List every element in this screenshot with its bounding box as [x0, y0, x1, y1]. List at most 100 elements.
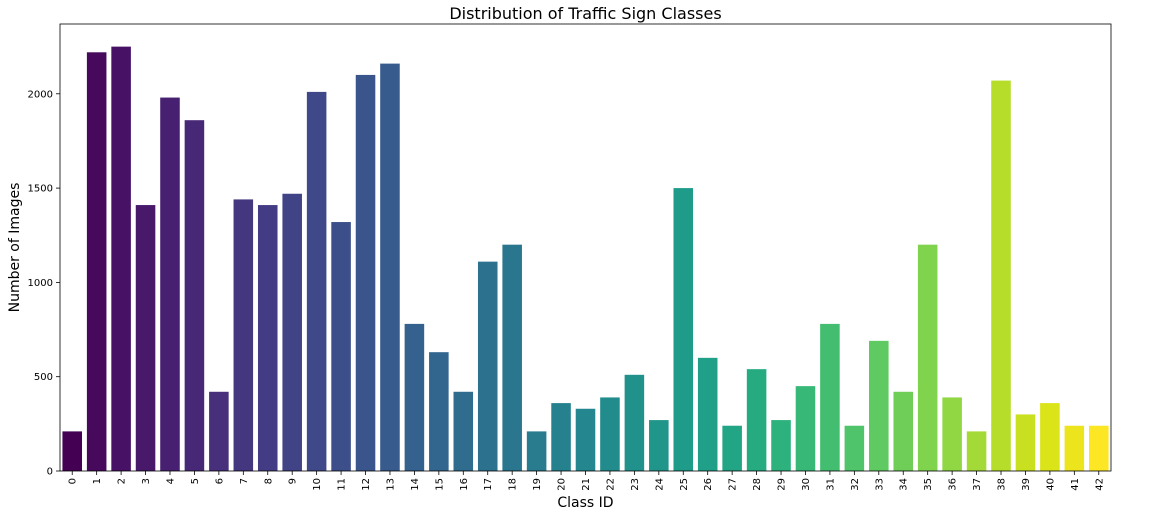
- x-tick-label-5: 5: [190, 478, 201, 484]
- x-tick-label-21: 21: [581, 478, 592, 491]
- bar-class-36: [942, 397, 962, 471]
- x-tick-label-29: 29: [777, 478, 788, 491]
- x-tick-label-10: 10: [312, 478, 323, 491]
- bar-class-8: [257, 205, 278, 471]
- x-tick-label-20: 20: [557, 478, 568, 491]
- x-tick-label-12: 12: [361, 478, 372, 491]
- bar-class-37: [966, 431, 987, 471]
- x-axis-ticks: 0 1 2 3 4 5 6 7 8 9 10 11 12 13 14 15 16 17 18 19 20 21 22 23 24…: [68, 471, 1105, 491]
- bar-class-9: [282, 193, 302, 471]
- x-tick-label-35: 35: [923, 478, 934, 491]
- bar-class-39: [1015, 414, 1036, 471]
- x-tick-label-24: 24: [654, 478, 665, 491]
- x-tick-label-16: 16: [459, 478, 470, 491]
- y-tick-label: 1500: [28, 184, 53, 195]
- x-tick-label-38: 38: [997, 478, 1008, 491]
- bar-class-11: [331, 222, 351, 471]
- bar-class-24: [649, 420, 669, 471]
- plot-area-frame: [59, 23, 1112, 472]
- bar-class-35: [917, 244, 938, 471]
- x-tick-label-34: 34: [899, 478, 910, 491]
- x-tick-label-25: 25: [679, 478, 690, 491]
- x-tick-label-15: 15: [434, 478, 445, 491]
- x-tick-label-36: 36: [948, 478, 959, 491]
- x-tick-label-30: 30: [801, 478, 812, 491]
- bar-class-42: [1089, 425, 1109, 471]
- x-tick-label-4: 4: [165, 478, 176, 484]
- bar-class-20: [551, 403, 571, 471]
- bar-class-30: [795, 386, 816, 471]
- x-tick-label-18: 18: [508, 478, 519, 491]
- y-tick-label: 1000: [28, 278, 53, 289]
- x-tick-label-39: 39: [1021, 478, 1032, 491]
- bar-class-21: [575, 408, 596, 471]
- bar-class-10: [306, 91, 327, 472]
- bar-class-18: [502, 244, 522, 471]
- bar-class-13: [380, 63, 400, 472]
- bar-class-34: [893, 391, 914, 471]
- x-tick-label-23: 23: [630, 478, 641, 491]
- bar-class-17: [477, 261, 498, 471]
- bar-class-41: [1064, 425, 1085, 471]
- bar-class-3: [135, 205, 156, 471]
- bar-class-16: [453, 391, 474, 471]
- x-tick-label-19: 19: [532, 478, 543, 491]
- x-tick-label-7: 7: [239, 478, 250, 484]
- x-tick-label-28: 28: [752, 478, 763, 491]
- x-tick-label-22: 22: [605, 478, 616, 491]
- bar-class-1: [86, 52, 107, 471]
- bar-class-19: [526, 431, 547, 471]
- bar-class-6: [209, 391, 229, 471]
- bar-class-15: [429, 352, 449, 471]
- bar-class-4: [160, 97, 180, 471]
- x-tick-label-6: 6: [214, 478, 225, 484]
- bar-class-31: [820, 323, 840, 471]
- bar-class-12: [355, 74, 376, 472]
- y-tick-label: 500: [34, 372, 53, 383]
- x-tick-label-37: 37: [972, 478, 983, 491]
- x-tick-label-2: 2: [117, 478, 128, 484]
- bars-group: [62, 46, 1109, 472]
- y-tick-label: 2000: [28, 89, 53, 100]
- x-tick-label-11: 11: [337, 478, 348, 491]
- x-tick-label-9: 9: [288, 478, 299, 484]
- bar-class-7: [233, 199, 254, 471]
- x-tick-label-31: 31: [825, 478, 836, 491]
- bar-class-22: [600, 397, 620, 471]
- x-tick-label-27: 27: [728, 478, 739, 491]
- chart-title: Distribution of Traffic Sign Classes: [449, 4, 721, 23]
- bar-class-32: [844, 425, 865, 471]
- x-tick-label-17: 17: [483, 478, 494, 491]
- bar-class-14: [404, 323, 425, 471]
- bar-class-38: [991, 80, 1011, 471]
- bar-class-40: [1040, 403, 1060, 471]
- bar-class-29: [771, 420, 791, 471]
- x-tick-label-0: 0: [68, 478, 79, 484]
- x-tick-label-40: 40: [1045, 478, 1056, 491]
- bar-class-5: [184, 120, 205, 471]
- bar-class-26: [697, 357, 718, 471]
- x-tick-label-14: 14: [410, 478, 421, 491]
- x-axis-label: Class ID: [557, 495, 613, 511]
- bar-class-25: [673, 188, 694, 471]
- x-tick-label-8: 8: [263, 478, 274, 484]
- x-tick-label-41: 41: [1070, 478, 1081, 491]
- bar-class-23: [624, 374, 645, 471]
- x-tick-label-13: 13: [385, 478, 396, 491]
- bar-class-2: [111, 46, 131, 471]
- y-axis-label: Number of Images: [7, 183, 23, 313]
- x-tick-label-3: 3: [141, 478, 152, 484]
- x-tick-label-26: 26: [703, 478, 714, 491]
- bar-class-27: [722, 425, 742, 471]
- bar-class-28: [746, 369, 767, 471]
- bar-class-33: [869, 340, 889, 471]
- x-tick-label-1: 1: [92, 478, 103, 484]
- y-axis-ticks: 0 500 1000 1500 2000: [28, 89, 60, 478]
- x-tick-label-42: 42: [1094, 478, 1105, 491]
- x-tick-label-32: 32: [850, 478, 861, 491]
- y-tick-label: 0: [47, 467, 53, 478]
- x-tick-label-33: 33: [874, 478, 885, 491]
- bar-class-0: [62, 431, 82, 471]
